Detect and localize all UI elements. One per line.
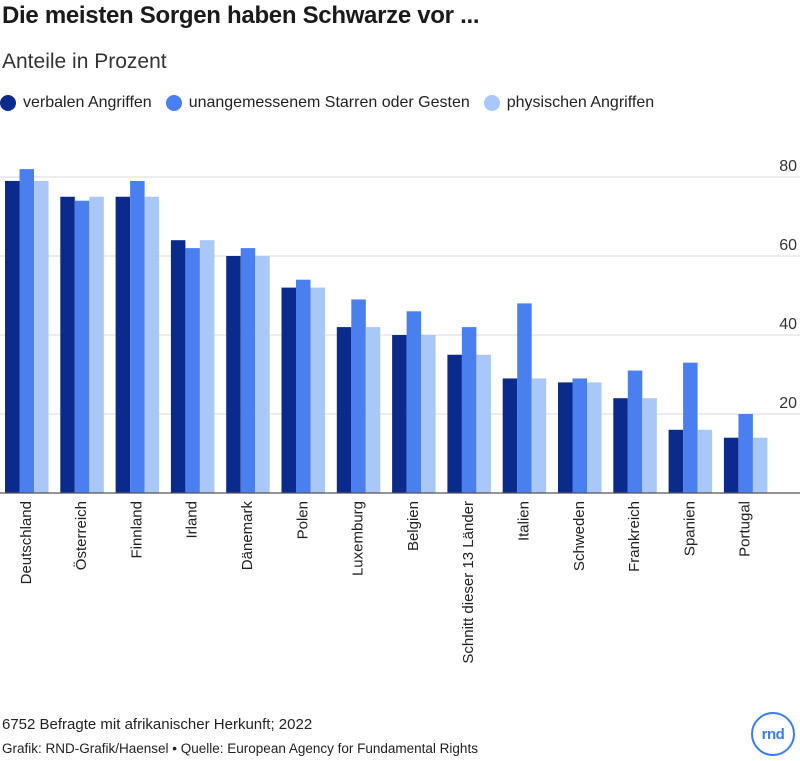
bar-physisch-3 — [199, 240, 215, 493]
x-tick-label-11: Frankreich — [626, 501, 643, 572]
bar-verbal-0 — [5, 180, 20, 493]
bar-starren-10 — [572, 378, 587, 493]
bar-verbal-5 — [281, 287, 296, 493]
bar-physisch-2 — [144, 196, 160, 493]
x-tick-label-12: Spanien — [681, 501, 698, 556]
legend-item-verbal: verbalen Angriffen — [0, 94, 152, 112]
bar-verbal-13 — [723, 437, 739, 493]
bar-verbal-9 — [502, 378, 518, 493]
legend-label-starren: unangemessenem Starren oder Gesten — [188, 94, 470, 111]
bar-physisch-0 — [34, 180, 49, 493]
bar-starren-5 — [296, 279, 311, 493]
bar-physisch-1 — [89, 196, 104, 493]
bar-physisch-11 — [642, 398, 657, 493]
bar-physisch-4 — [255, 256, 270, 493]
x-tick-label-3: Irland — [184, 501, 201, 539]
x-tick-label-4: Dänemark — [239, 501, 256, 571]
bar-physisch-8 — [476, 354, 491, 493]
x-tick-label-13: Portugal — [737, 501, 754, 557]
x-tick-label-9: Italien — [515, 501, 532, 541]
bar-starren-7 — [406, 311, 422, 493]
x-tick-label-10: Schweden — [571, 501, 588, 571]
x-tick-label-2: Finnland — [128, 501, 145, 559]
x-tick-label-0: Deutschland — [18, 501, 35, 584]
bar-starren-11 — [627, 370, 643, 493]
bar-starren-1 — [74, 200, 90, 493]
bar-verbal-10 — [558, 382, 573, 493]
bar-starren-4 — [240, 248, 256, 493]
bar-physisch-6 — [365, 327, 381, 493]
legend-swatch-starren — [165, 95, 182, 111]
x-tick-label-6: Luxemburg — [350, 501, 367, 576]
chart-subtitle: Anteile in Prozent — [2, 50, 167, 73]
bar-verbal-7 — [392, 335, 407, 493]
bar-verbal-2 — [115, 196, 131, 493]
legend-label-physisch: physischen Angriffen — [506, 94, 655, 111]
bar-starren-2 — [130, 180, 145, 493]
bar-physisch-7 — [421, 335, 436, 493]
bar-verbal-4 — [226, 256, 241, 493]
bar-physisch-12 — [697, 429, 713, 493]
rnd-logo: rnd — [751, 712, 795, 756]
y-tick-label-40: 40 — [779, 316, 797, 333]
legend-swatch-verbal — [0, 95, 16, 111]
bar-physisch-5 — [310, 287, 325, 493]
bar-physisch-10 — [587, 382, 602, 493]
bar-starren-6 — [351, 299, 366, 493]
x-tick-label-5: Polen — [294, 501, 311, 539]
legend-item-physisch: physischen Angriffen — [483, 94, 655, 112]
legend-label-verbal: verbalen Angriffen — [23, 94, 152, 111]
bar-verbal-3 — [170, 240, 186, 493]
legend-item-starren: unangemessenem Starren oder Gesten — [165, 94, 470, 112]
bar-starren-9 — [517, 303, 532, 493]
legend: verbalen Angriffen unangemessenem Starre… — [0, 94, 668, 112]
bar-starren-3 — [185, 248, 200, 493]
bar-verbal-8 — [447, 354, 462, 493]
y-tick-label-60: 60 — [779, 237, 797, 254]
bar-verbal-1 — [60, 196, 75, 493]
bar-verbal-12 — [668, 429, 684, 493]
chart-title: Die meisten Sorgen haben Schwarze vor ..… — [2, 2, 480, 29]
y-tick-label-20: 20 — [779, 395, 797, 412]
y-tick-label-80: 80 — [779, 158, 797, 175]
bar-verbal-11 — [613, 398, 628, 493]
footer-note: 6752 Befragte mit afrikanischer Herkunft… — [2, 716, 313, 733]
footer-credit: Grafik: RND-Grafik/Haensel • Quelle: Eur… — [2, 741, 478, 756]
x-tick-label-1: Österreich — [72, 501, 90, 570]
x-tick-label-8: Schnitt dieser 13 Länder — [460, 501, 477, 664]
bar-chart: 20 40 60 80 Deutschland Österreich Finnland Irl… — [0, 158, 800, 664]
bar-physisch-13 — [752, 437, 768, 493]
bar-starren-8 — [461, 327, 477, 493]
x-tick-label-7: Belgien — [405, 501, 422, 551]
bar-physisch-9 — [531, 378, 547, 493]
bar-starren-0 — [19, 169, 34, 493]
bar-verbal-6 — [336, 327, 352, 493]
legend-swatch-physisch — [483, 95, 500, 111]
bar-starren-12 — [683, 362, 698, 493]
bar-starren-13 — [738, 414, 753, 493]
